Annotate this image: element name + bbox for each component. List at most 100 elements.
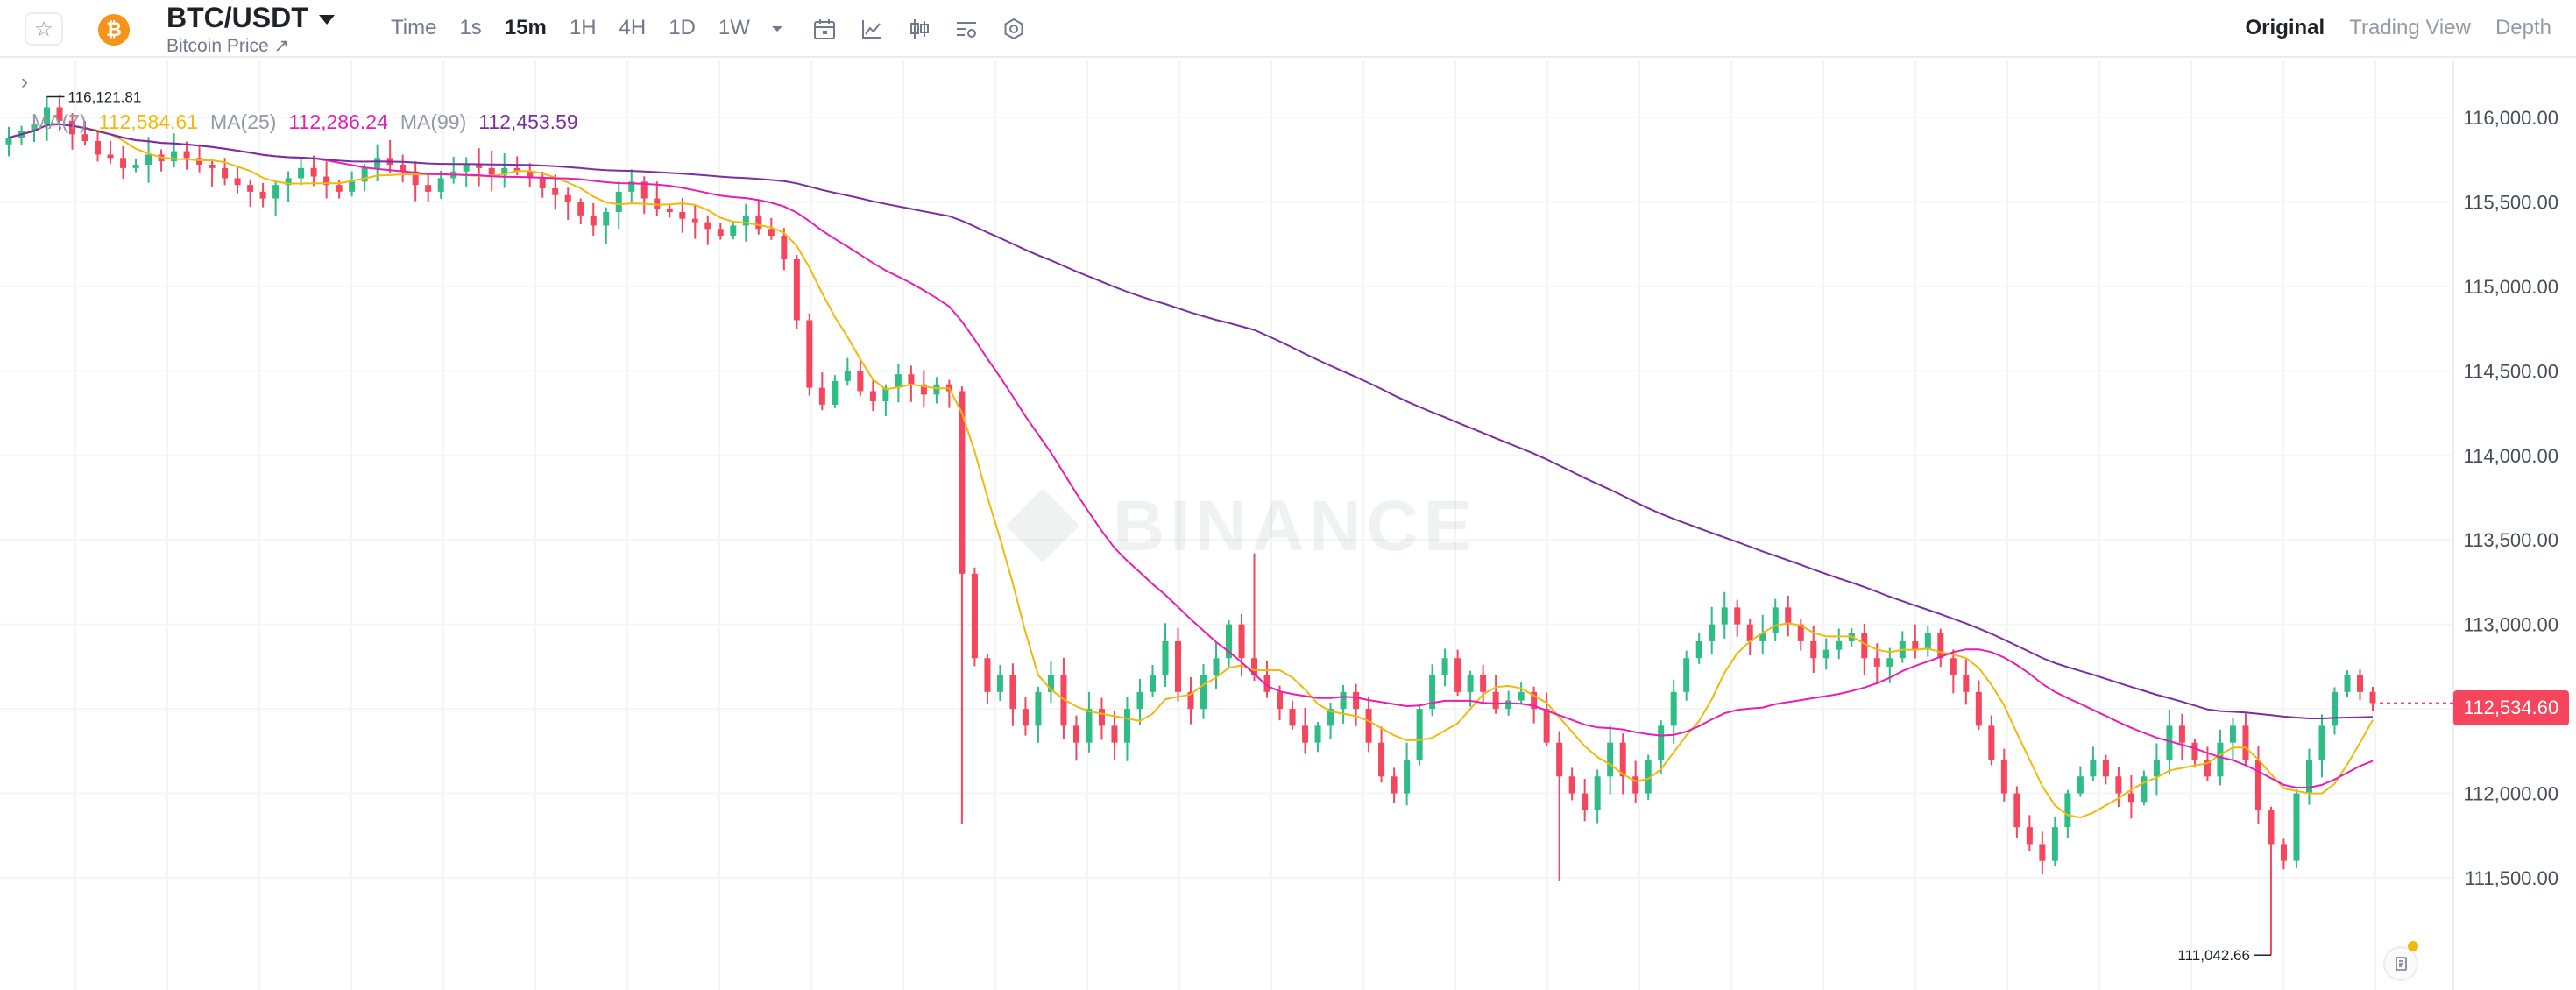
candle-body — [1518, 691, 1525, 701]
candle — [2013, 786, 2020, 839]
expand-legend-chevron-icon[interactable]: › — [21, 70, 28, 94]
notes-icon[interactable] — [2383, 946, 2418, 981]
calendar-icon[interactable] — [810, 14, 839, 44]
candle — [730, 221, 737, 240]
candle — [1797, 619, 1804, 651]
candle-body — [1340, 691, 1347, 710]
view-trading-view[interactable]: Trading View — [2349, 16, 2471, 39]
candle-body — [869, 391, 876, 402]
candle-body — [2254, 759, 2261, 810]
candle — [44, 96, 51, 141]
interval-15m[interactable]: 15m — [504, 16, 547, 39]
candle — [2178, 713, 2185, 760]
candle-body — [2369, 691, 2376, 704]
candle — [1721, 591, 1728, 639]
candle-body — [691, 218, 698, 223]
candle-body — [1492, 691, 1499, 710]
indicator-icon[interactable] — [857, 14, 887, 44]
candle — [1772, 598, 1779, 641]
candle-body — [1822, 649, 1829, 659]
candle-body — [1709, 624, 1716, 641]
candle — [1543, 692, 1550, 747]
candle — [2369, 687, 2376, 711]
candle — [412, 161, 419, 202]
bitcoin-price-link[interactable]: Bitcoin Price ↗ — [166, 36, 290, 56]
candle-body — [2318, 725, 2325, 760]
interval-time[interactable]: Time — [391, 16, 437, 39]
candle-body — [920, 384, 927, 395]
candle-body — [2344, 675, 2351, 692]
candle-body — [1836, 640, 1843, 650]
candle — [120, 145, 127, 180]
candle-type-icon[interactable] — [904, 14, 934, 44]
interval-1d[interactable]: 1D — [669, 16, 696, 39]
candle-body — [1022, 709, 1029, 726]
candle — [857, 361, 864, 397]
candle-body — [996, 675, 1003, 692]
candle — [1912, 624, 1919, 659]
candle-body — [1174, 640, 1181, 692]
candle — [1416, 704, 1423, 766]
candle — [564, 187, 571, 220]
candle-body — [908, 374, 915, 385]
candle-body — [1277, 691, 1284, 710]
candle-body — [1950, 658, 1957, 675]
price-axis-label: 114,500.00 — [2464, 360, 2558, 382]
interval-1h[interactable]: 1H — [569, 16, 597, 39]
chevron-down-icon[interactable] — [762, 14, 792, 44]
candle — [527, 163, 534, 187]
candle-body — [1467, 675, 1474, 692]
settings-list-icon[interactable] — [952, 14, 981, 44]
interval-1s[interactable]: 1s — [459, 16, 482, 39]
candle-body — [323, 176, 330, 186]
candle — [793, 255, 800, 329]
candle — [285, 171, 292, 202]
candle — [476, 148, 483, 187]
candle-body — [1797, 624, 1804, 641]
candle-body — [145, 154, 152, 166]
ma7-line — [8, 123, 2374, 819]
candle-body — [818, 387, 825, 405]
candle-body — [704, 222, 711, 230]
candle-body — [222, 167, 229, 179]
candle-body — [513, 167, 520, 172]
candle-body — [1035, 691, 1042, 726]
ma-legend: MA(7) 112,584.61 MA(25) 112,286.24 MA(99… — [32, 110, 578, 134]
candle — [349, 171, 356, 197]
candle-body — [1695, 640, 1702, 659]
candle — [1645, 754, 1652, 801]
candle — [425, 174, 432, 202]
candle — [183, 141, 190, 170]
interval-4h[interactable]: 4H — [619, 16, 647, 39]
symbol-selector[interactable]: BTC/USDT — [166, 2, 335, 34]
candle-body — [1098, 709, 1105, 726]
chart-grid — [0, 61, 2454, 990]
view-original[interactable]: Original — [2245, 16, 2325, 39]
view-depth[interactable]: Depth — [2495, 16, 2551, 39]
candle — [666, 204, 673, 218]
ma7-label: MA(7) — [32, 110, 87, 133]
candle — [1568, 767, 1575, 801]
candle — [272, 180, 280, 216]
candle — [2026, 815, 2033, 852]
candle-body — [2280, 844, 2287, 861]
candle-body — [1734, 607, 1741, 625]
gear-icon[interactable] — [999, 14, 1029, 44]
candle-body — [882, 387, 889, 402]
candle — [1353, 683, 1360, 726]
candle-body — [1912, 640, 1919, 650]
price-axis-label: 115,500.00 — [2464, 191, 2558, 213]
candle-body — [1873, 658, 1880, 667]
candle-body — [1327, 709, 1334, 726]
candle-body — [1568, 776, 1575, 794]
candle-body — [2153, 759, 2160, 777]
candle-body — [717, 229, 724, 237]
interval-1w[interactable]: 1W — [718, 16, 750, 39]
candle-body — [1746, 624, 1753, 641]
favorite-star-icon[interactable]: ☆ — [25, 12, 63, 46]
candle — [1035, 686, 1042, 743]
candle — [1340, 684, 1347, 724]
candle — [818, 372, 825, 411]
candle-body — [2102, 759, 2109, 777]
